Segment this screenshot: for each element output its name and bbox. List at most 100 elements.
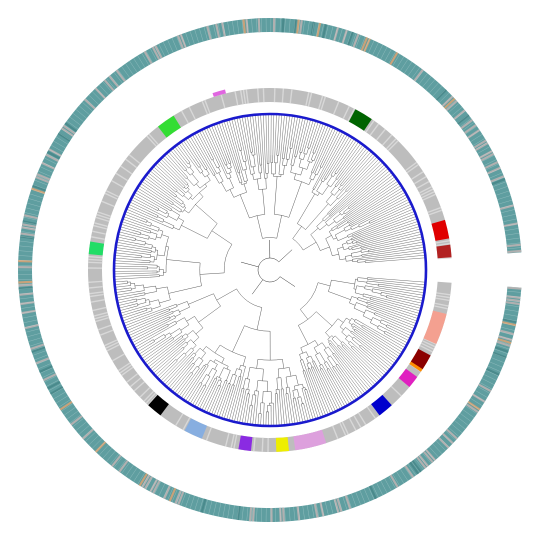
branch [158, 325, 169, 332]
branch [128, 316, 166, 334]
outer-ring-separator [46, 379, 59, 387]
branch [343, 210, 352, 218]
branch [335, 335, 342, 343]
branch [322, 185, 329, 195]
branch [330, 345, 367, 392]
branch [159, 206, 168, 212]
branch [255, 115, 260, 158]
outer-ring-tick [272, 18, 276, 33]
branch [351, 330, 356, 335]
branch-arc [212, 368, 217, 371]
branch [287, 116, 293, 149]
outer-ring-tick [18, 266, 33, 269]
branch [316, 311, 333, 327]
inner-ring-tick [242, 89, 247, 104]
branch [348, 152, 371, 179]
branch [194, 157, 201, 167]
branch-arc [199, 348, 206, 354]
branch [216, 124, 228, 154]
inner-ring-tick [428, 209, 443, 216]
branch [122, 221, 146, 230]
branch [202, 346, 207, 351]
branch [293, 117, 298, 139]
branch [374, 298, 420, 311]
branch [331, 168, 388, 218]
branch [240, 182, 242, 185]
branch [148, 237, 156, 240]
outer-ring-separator [507, 291, 522, 293]
branch [358, 297, 368, 301]
branch [211, 172, 214, 176]
branch-arc [337, 248, 341, 260]
branch [340, 343, 343, 346]
outer-ring-separator [44, 157, 57, 165]
branch [185, 139, 201, 163]
inner-ring-tick [435, 294, 451, 299]
branch [139, 219, 147, 223]
outer-ring-separator [481, 378, 495, 385]
branch [302, 384, 304, 388]
branch [125, 312, 160, 326]
outer-ring-separator [507, 286, 522, 288]
branch [170, 368, 189, 390]
branch [297, 397, 300, 405]
outer-ring-separator [418, 73, 428, 85]
outer-ring-separator [171, 489, 178, 503]
branch [284, 146, 286, 159]
branch [196, 168, 201, 174]
branch [371, 295, 421, 309]
branch [355, 327, 399, 357]
branch [254, 395, 257, 406]
branch [164, 311, 173, 315]
branch [300, 360, 304, 371]
outer-ring-tick [480, 152, 495, 162]
outer-ring-separator [32, 350, 47, 356]
branch [187, 372, 192, 378]
branch [306, 389, 311, 400]
branch [166, 198, 174, 204]
branch [185, 347, 192, 355]
outer-ring-tick [475, 142, 489, 151]
branch [192, 354, 197, 359]
outer-ring-separator [236, 505, 240, 520]
branch [236, 118, 245, 150]
branch [360, 248, 368, 251]
branch [221, 122, 237, 167]
branch [219, 380, 222, 386]
branch [353, 330, 359, 334]
branch [168, 359, 176, 367]
branch [117, 291, 136, 296]
outer-ring-separator [256, 507, 258, 522]
inner-ring-tick [230, 433, 235, 448]
branch [145, 299, 149, 301]
outer-ring-tick [446, 428, 458, 440]
inner-ring-tick [148, 133, 159, 145]
outer-ring-separator [487, 168, 501, 175]
branch [221, 395, 230, 418]
branch [338, 358, 365, 393]
branch [351, 226, 419, 247]
branch-arc [186, 183, 189, 186]
branch [182, 177, 189, 184]
branch [140, 338, 167, 357]
outer-ring-separator [470, 134, 483, 142]
branch [215, 376, 218, 379]
branch [355, 333, 395, 363]
branch [326, 369, 334, 380]
branch [121, 311, 136, 316]
outer-ring-separator [95, 441, 106, 452]
branch [173, 227, 180, 231]
branch-arc [345, 190, 348, 192]
outer-ring-separator [246, 19, 249, 34]
branch [332, 367, 336, 373]
branch [131, 199, 165, 217]
outer-ring-separator [498, 199, 513, 205]
branch [317, 372, 336, 411]
branch [299, 149, 301, 153]
branch [115, 263, 148, 265]
branch [140, 183, 166, 201]
branch [316, 166, 322, 176]
outer-ring-separator [236, 20, 240, 35]
branch [115, 274, 150, 277]
inner-ring-tick [205, 427, 212, 441]
